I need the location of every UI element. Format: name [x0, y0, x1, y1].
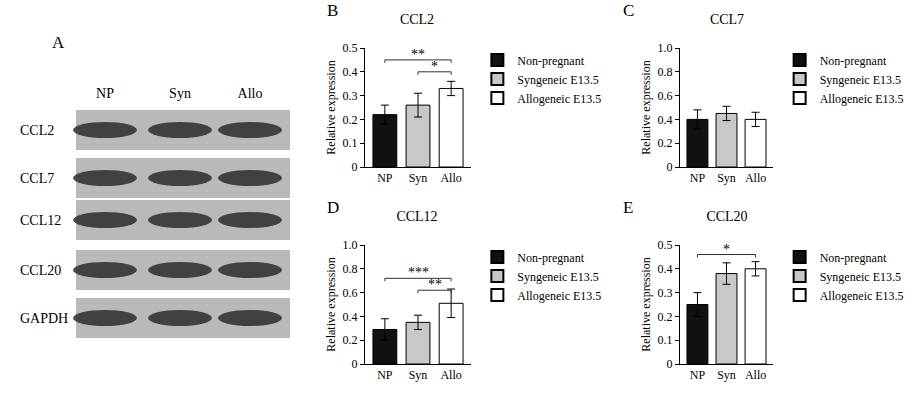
svg-text:Syngeneic E13.5: Syngeneic E13.5 [517, 270, 598, 284]
svg-text:Allo: Allo [440, 171, 461, 185]
svg-text:CCL7: CCL7 [20, 171, 54, 186]
svg-text:C: C [623, 1, 634, 20]
svg-text:Allo: Allo [745, 171, 766, 185]
svg-text:CCL12: CCL12 [20, 213, 61, 228]
svg-text:NP: NP [377, 368, 393, 382]
svg-text:*: * [723, 242, 730, 257]
svg-text:Allogeneic E13.5: Allogeneic E13.5 [517, 92, 601, 106]
svg-text:CCL20: CCL20 [20, 263, 61, 278]
svg-text:GAPDH: GAPDH [20, 311, 68, 326]
svg-text:0.5: 0.5 [343, 41, 358, 55]
svg-text:NP: NP [690, 171, 706, 185]
svg-text:0: 0 [667, 357, 673, 371]
svg-text:Syngeneic E13.5: Syngeneic E13.5 [820, 73, 901, 87]
svg-text:0: 0 [667, 160, 673, 174]
svg-text:Syn: Syn [169, 86, 191, 101]
svg-text:Relative expression: Relative expression [324, 60, 338, 154]
svg-text:Relative expression: Relative expression [639, 257, 653, 351]
svg-text:Syn: Syn [409, 368, 428, 382]
svg-text:CCL7: CCL7 [710, 12, 744, 27]
svg-text:CCL2: CCL2 [400, 12, 434, 27]
svg-text:*: * [431, 59, 438, 74]
svg-text:1.0: 1.0 [658, 41, 673, 55]
svg-text:D: D [327, 198, 339, 217]
svg-text:***: *** [408, 265, 429, 280]
svg-text:0.1: 0.1 [658, 333, 673, 347]
svg-text:CCL20: CCL20 [706, 209, 747, 224]
svg-text:0.3: 0.3 [343, 89, 358, 103]
svg-text:0.5: 0.5 [658, 238, 673, 252]
svg-text:Allo: Allo [745, 368, 766, 382]
svg-text:0: 0 [352, 160, 358, 174]
svg-text:Non-pregnant: Non-pregnant [820, 251, 887, 265]
svg-text:Syngeneic E13.5: Syngeneic E13.5 [820, 270, 901, 284]
svg-text:NP: NP [377, 171, 393, 185]
svg-text:1.0: 1.0 [343, 238, 358, 252]
svg-text:0.8: 0.8 [343, 262, 358, 276]
svg-text:0.8: 0.8 [658, 65, 673, 79]
svg-text:CCL2: CCL2 [20, 123, 54, 138]
svg-text:Allogeneic E13.5: Allogeneic E13.5 [820, 92, 904, 106]
svg-text:A: A [52, 33, 65, 52]
svg-text:Non-pregnant: Non-pregnant [517, 54, 584, 68]
svg-text:0: 0 [352, 357, 358, 371]
svg-text:Relative expression: Relative expression [324, 257, 338, 351]
svg-text:E: E [623, 198, 633, 217]
svg-text:NP: NP [96, 86, 114, 101]
svg-text:Syn: Syn [409, 171, 428, 185]
svg-text:Relative expression: Relative expression [639, 60, 653, 154]
svg-text:**: ** [411, 47, 425, 62]
svg-text:0.6: 0.6 [658, 89, 673, 103]
svg-text:0.2: 0.2 [343, 333, 358, 347]
svg-text:0.4: 0.4 [343, 65, 358, 79]
svg-text:Allo: Allo [238, 86, 263, 101]
svg-text:0.2: 0.2 [658, 310, 673, 324]
svg-text:NP: NP [690, 368, 706, 382]
svg-text:0.3: 0.3 [658, 286, 673, 300]
svg-text:0.6: 0.6 [343, 286, 358, 300]
svg-text:0.4: 0.4 [658, 262, 673, 276]
svg-text:Non-pregnant: Non-pregnant [820, 54, 887, 68]
svg-text:Syngeneic E13.5: Syngeneic E13.5 [517, 73, 598, 87]
svg-text:Syn: Syn [717, 171, 736, 185]
svg-text:0.1: 0.1 [343, 136, 358, 150]
svg-text:B: B [327, 1, 338, 20]
svg-text:0.4: 0.4 [658, 113, 673, 127]
svg-text:Allogeneic E13.5: Allogeneic E13.5 [517, 289, 601, 303]
svg-text:Allogeneic E13.5: Allogeneic E13.5 [820, 289, 904, 303]
svg-text:CCL12: CCL12 [396, 209, 437, 224]
svg-text:0.2: 0.2 [658, 136, 673, 150]
svg-text:**: ** [428, 277, 442, 292]
svg-text:0.4: 0.4 [343, 310, 358, 324]
svg-text:Non-pregnant: Non-pregnant [517, 251, 584, 265]
svg-text:Allo: Allo [440, 368, 461, 382]
svg-text:Syn: Syn [717, 368, 736, 382]
svg-text:0.2: 0.2 [343, 113, 358, 127]
